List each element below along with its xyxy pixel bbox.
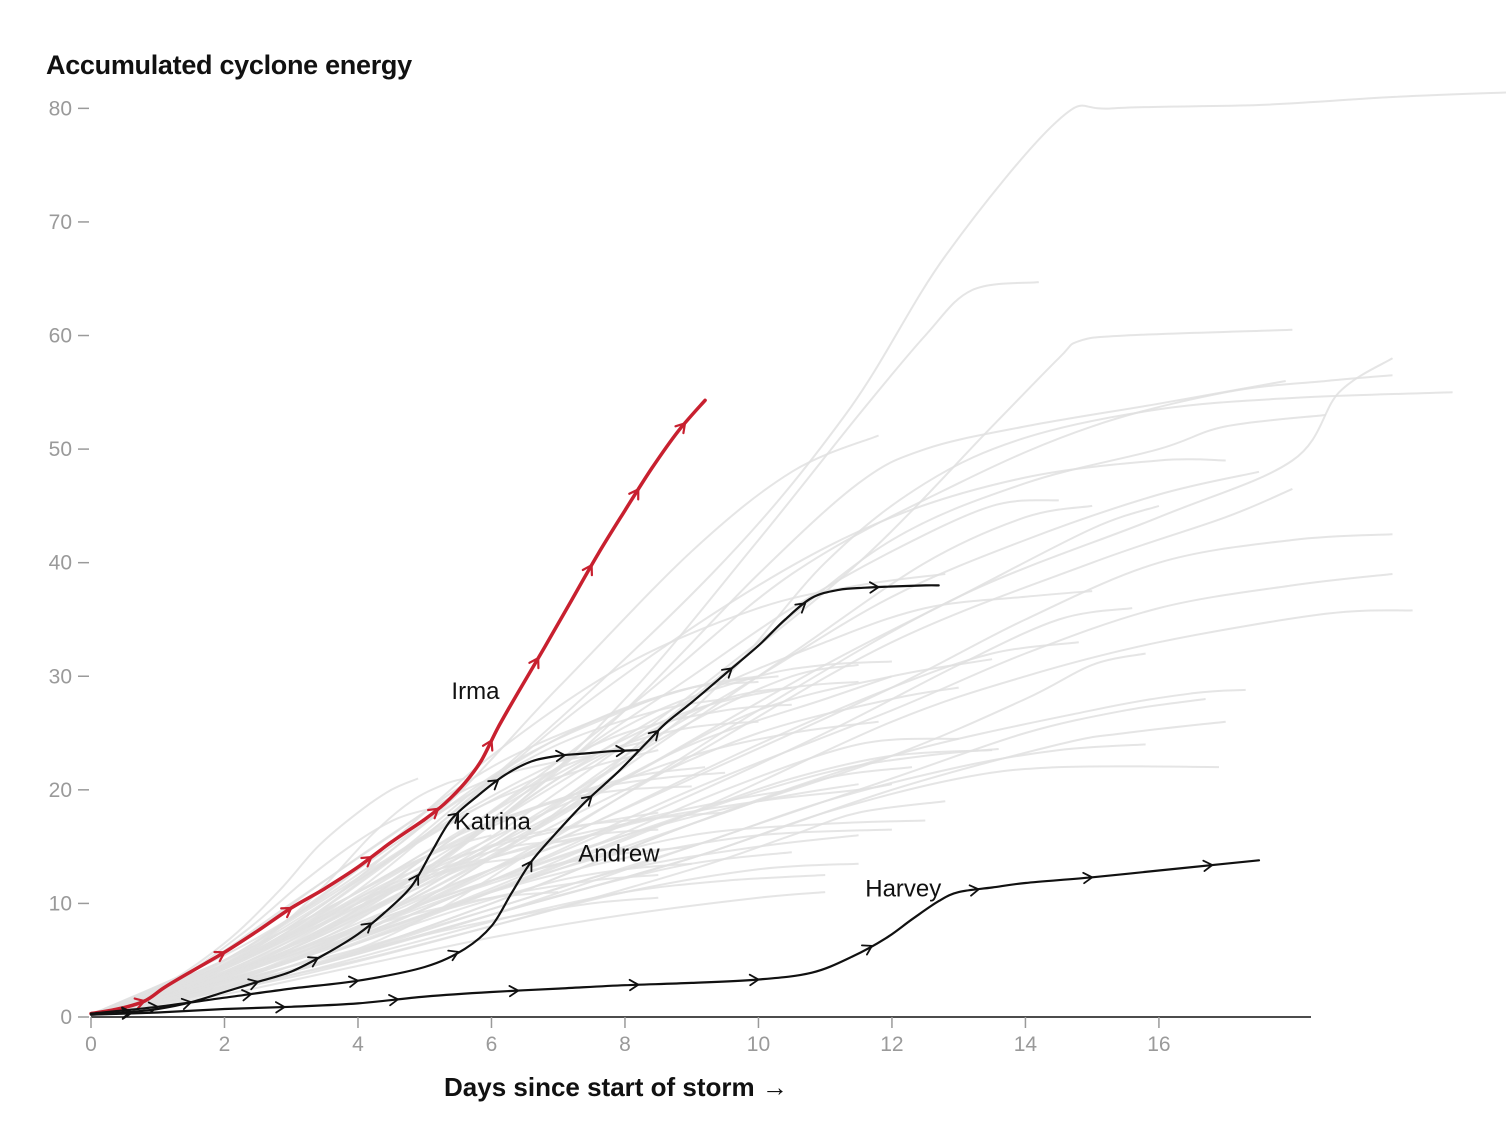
- direction-arrow-andrew: [147, 1001, 159, 1014]
- y-tick-label: 40: [49, 552, 72, 575]
- y-tick-label: 10: [49, 892, 72, 915]
- x-tick-label: 10: [747, 1033, 770, 1056]
- storm-line-irma: [89, 398, 707, 1016]
- direction-arrow-katrina: [121, 1006, 132, 1019]
- y-tick-label: 60: [49, 325, 72, 348]
- direction-arrow-irma: [674, 422, 687, 435]
- direction-arrow-irma: [360, 856, 373, 868]
- background-storm-line: [90, 680, 859, 1016]
- direction-arrow-katrina: [360, 922, 373, 934]
- direction-arrow-andrew: [721, 667, 733, 679]
- direction-arrow-katrina: [247, 978, 259, 991]
- direction-arrow-irma: [427, 807, 440, 820]
- direction-arrow-harvey: [628, 978, 640, 992]
- background-storm-line: [90, 851, 792, 1016]
- y-tick-label: 20: [49, 779, 72, 802]
- direction-arrow-andrew: [580, 795, 593, 807]
- direction-arrow-katrina: [555, 749, 566, 762]
- x-axis-label: Days since start of storm →: [444, 1072, 788, 1102]
- direction-arrow-katrina: [487, 779, 499, 791]
- x-tick-label: 16: [1147, 1033, 1170, 1056]
- direction-arrow-irma: [528, 657, 540, 670]
- storm-labels: Irma Katrina Andrew Harvey: [451, 678, 941, 903]
- direction-arrow-andrew: [647, 729, 660, 742]
- storm-line-andrew: [89, 584, 940, 1015]
- background-storm-line: [90, 857, 492, 1016]
- y-tick-label: 70: [49, 211, 72, 234]
- storm-line-katrina: [89, 749, 640, 1016]
- direction-arrow-andrew: [241, 989, 253, 1002]
- background-storm-line: [90, 748, 999, 1016]
- x-tick-label: 0: [85, 1033, 97, 1056]
- direction-arrow-irma: [280, 906, 293, 919]
- storm-label-katrina: Katrina: [455, 809, 532, 836]
- y-tick-label: 80: [49, 97, 72, 120]
- direction-arrow-irma: [628, 488, 640, 501]
- background-storm-line: [90, 800, 946, 1016]
- direction-arrow-andrew: [794, 602, 807, 614]
- background-storm-line: [90, 434, 879, 1016]
- highlighted-storms: [89, 398, 1261, 1020]
- background-storm-line: [90, 328, 1293, 1016]
- background-storm-line: [90, 811, 726, 1016]
- axes: 0 10 20 30 40 50 60 70 80 0 2 4 6 8 10 12 14 16: [49, 97, 1311, 1056]
- x-tick-label: 4: [352, 1033, 364, 1056]
- background-storm-line: [90, 686, 959, 1016]
- background-storm-line: [90, 607, 1133, 1016]
- background-storm-line: [90, 660, 892, 1016]
- y-tick-label: 30: [49, 665, 72, 688]
- direction-arrow-harvey: [861, 944, 873, 956]
- background-storm-line: [90, 874, 826, 1016]
- direction-arrow-andrew: [869, 581, 880, 594]
- direction-arrow-irma: [133, 997, 146, 1010]
- direction-arrow-andrew: [447, 949, 459, 962]
- direction-arrow-irma: [581, 564, 593, 577]
- direction-arrow-katrina: [408, 874, 420, 886]
- storm-label-irma: Irma: [451, 678, 500, 705]
- direction-arrow-harvey: [968, 884, 980, 897]
- x-tick-label: 12: [880, 1033, 903, 1056]
- direction-arrow-katrina: [615, 744, 626, 758]
- direction-arrow-harvey: [121, 1007, 132, 1020]
- x-tick-label: 6: [486, 1033, 498, 1056]
- direction-arrow-harvey: [275, 1001, 286, 1014]
- background-storm-line: [90, 720, 759, 1016]
- direction-arrow-andrew: [521, 860, 533, 873]
- direction-arrow-katrina: [307, 956, 319, 968]
- background-storm-line: [90, 414, 1326, 1016]
- storm-line-harvey: [89, 859, 1261, 1016]
- direction-arrow-irma: [213, 950, 226, 963]
- x-tick-label: 8: [619, 1033, 631, 1056]
- background-storm-line: [90, 357, 1394, 1016]
- direction-arrow-irma: [481, 739, 494, 752]
- direction-arrow-harvey: [1082, 871, 1094, 885]
- direction-arrow-harvey: [748, 973, 760, 987]
- y-tick-label: 0: [60, 1006, 72, 1029]
- background-storm-line: [90, 720, 879, 1016]
- direction-arrow-andrew: [348, 975, 359, 988]
- direction-arrow-harvey: [1202, 859, 1214, 872]
- direction-arrow-harvey: [388, 994, 399, 1007]
- storm-label-andrew: Andrew: [578, 840, 660, 867]
- x-tick-label: 14: [1014, 1033, 1038, 1056]
- direction-arrow-harvey: [508, 985, 520, 998]
- x-tick-label: 2: [219, 1033, 231, 1056]
- chart-title: Accumulated cyclone energy: [46, 50, 412, 80]
- background-storm-line: [90, 91, 1506, 1016]
- y-tick-label: 50: [49, 438, 72, 461]
- background-storms: [90, 91, 1506, 1016]
- background-storm-line: [90, 470, 1260, 1016]
- background-storm-line: [90, 891, 826, 1016]
- storm-label-harvey: Harvey: [865, 876, 941, 903]
- direction-arrow-katrina: [447, 812, 459, 824]
